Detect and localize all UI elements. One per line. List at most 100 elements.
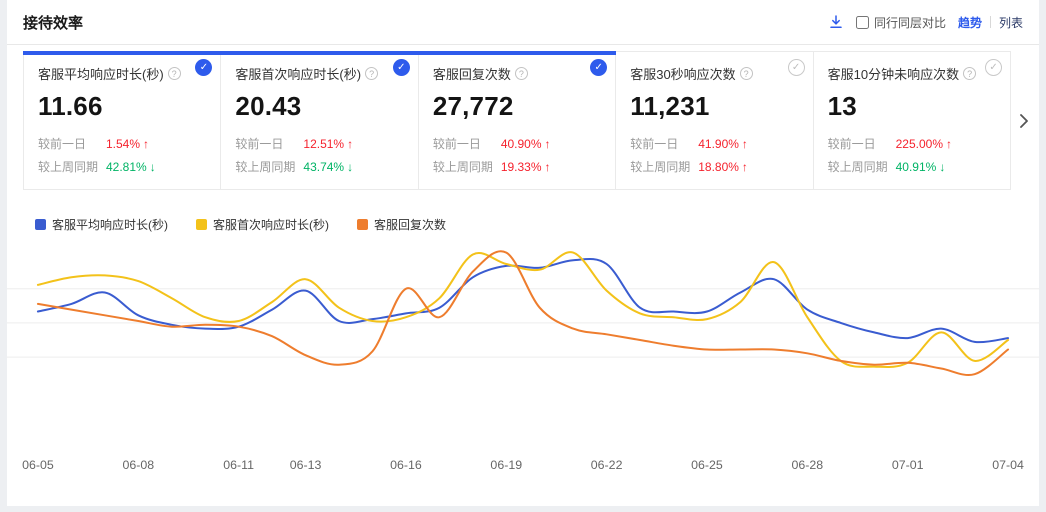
metric-card[interactable]: ✓ 客服首次响应时长(秒) ? 20.43 较前一日 12.51% ↑ 较上周同… bbox=[220, 51, 419, 189]
x-axis-tick: 06-28 bbox=[792, 458, 824, 472]
compare-value: 42.81% bbox=[106, 159, 147, 174]
x-axis-tick: 07-01 bbox=[892, 458, 924, 472]
chevron-right-icon bbox=[1020, 113, 1028, 128]
compare-label: 较上周同期 bbox=[432, 160, 493, 174]
card-title: 客服10分钟未响应次数 ? bbox=[828, 64, 996, 83]
download-icon bbox=[830, 15, 842, 28]
card-compare-rows: 较前一日 225.00% ↑ 较上周同期 40.91% ↓ bbox=[828, 135, 996, 175]
legend-swatch bbox=[357, 219, 368, 230]
x-axis-tick: 06-25 bbox=[691, 458, 723, 472]
card-compare-rows: 较前一日 12.51% ↑ 较上周同期 43.74% ↓ bbox=[235, 135, 403, 175]
card-title-text: 客服30秒响应次数 bbox=[630, 67, 736, 82]
peer-compare-toggle[interactable]: 同行同层对比 bbox=[855, 14, 946, 31]
card-value: 27,772 bbox=[432, 91, 514, 121]
view-switcher: 趋势 列表 bbox=[958, 14, 1023, 31]
legend-label: 客服首次响应时长(秒) bbox=[213, 218, 329, 232]
peer-compare-label: 同行同层对比 bbox=[873, 15, 946, 30]
card-check-icon[interactable]: ✓ bbox=[590, 59, 608, 76]
legend-swatch bbox=[35, 219, 46, 230]
card-value: 11.66 bbox=[38, 91, 103, 121]
x-axis-tick: 06-22 bbox=[591, 458, 623, 472]
trend-arrow-icon: ↑ bbox=[741, 136, 748, 151]
tab-trend[interactable]: 趋势 bbox=[957, 15, 982, 30]
card-check-icon[interactable]: ✓ bbox=[985, 59, 1003, 76]
compare-row: 较前一日 40.90% ↑ bbox=[433, 135, 601, 152]
metric-card[interactable]: ✓ 客服10分钟未响应次数 ? 13 较前一日 225.00% ↑ 较上周同期 … bbox=[813, 52, 1011, 189]
card-title-text: 客服平均响应时长(秒) bbox=[38, 67, 164, 82]
compare-value: 43.74% bbox=[303, 159, 345, 174]
compare-label: 较前一日 bbox=[827, 137, 876, 151]
compare-value: 225.00% bbox=[895, 136, 943, 151]
compare-row: 较上周同期 43.74% ↓ bbox=[235, 158, 403, 175]
download-button[interactable] bbox=[828, 14, 844, 30]
cards-next-button[interactable] bbox=[1011, 51, 1037, 190]
info-icon[interactable]: ? bbox=[739, 67, 753, 80]
trend-arrow-icon: ↑ bbox=[544, 159, 551, 174]
compare-label: 较上周同期 bbox=[630, 160, 691, 174]
legend-item[interactable]: 客服平均响应时长(秒) bbox=[35, 216, 168, 233]
metric-cards-row: ✓ 客服平均响应时长(秒) ? 11.66 较前一日 1.54% ↑ 较上周同期… bbox=[23, 51, 1037, 190]
x-axis-tick: 06-16 bbox=[390, 458, 422, 472]
compare-row: 较上周同期 42.81% ↓ bbox=[38, 158, 206, 175]
compare-label: 较上周同期 bbox=[235, 160, 296, 174]
card-check-icon[interactable]: ✓ bbox=[787, 59, 805, 76]
info-icon[interactable]: ? bbox=[167, 67, 181, 80]
trend-arrow-icon: ↓ bbox=[347, 159, 354, 174]
metric-card[interactable]: ✓ 客服回复次数 ? 27,772 较前一日 40.90% ↑ 较上周同期 19… bbox=[417, 51, 617, 189]
trend-chart: 06-05 06-08 06-11 06-13 06-16 06-19 06-22 06-25… bbox=[7, 237, 1039, 489]
page-title: 接待效率 bbox=[23, 14, 84, 32]
reception-efficiency-panel: 接待效率 同行同层对比 趋势 列表 ✓ 客服平均响应时长(秒) bbox=[7, 0, 1039, 506]
compare-row: 较前一日 1.54% ↑ bbox=[38, 135, 206, 152]
peer-compare-checkbox[interactable] bbox=[855, 15, 869, 29]
card-check-icon[interactable]: ✓ bbox=[195, 59, 213, 76]
metric-card[interactable]: ✓ 客服30秒响应次数 ? 11,231 较前一日 41.90% ↑ 较上周同期… bbox=[616, 52, 814, 189]
info-icon[interactable]: ? bbox=[514, 67, 528, 80]
compare-row: 较前一日 225.00% ↑ bbox=[828, 135, 996, 152]
x-axis-tick: 06-11 bbox=[223, 458, 254, 472]
legend-item[interactable]: 客服首次响应时长(秒) bbox=[196, 216, 329, 233]
compare-row: 较上周同期 40.91% ↓ bbox=[828, 158, 996, 175]
trend-arrow-icon: ↑ bbox=[946, 136, 952, 151]
compare-label: 较前一日 bbox=[38, 137, 87, 151]
tab-list[interactable]: 列表 bbox=[998, 15, 1023, 30]
trend-arrow-icon: ↑ bbox=[143, 136, 150, 151]
series-line bbox=[36, 251, 1010, 369]
compare-value: 40.90% bbox=[500, 136, 542, 151]
header: 接待效率 同行同层对比 趋势 列表 bbox=[7, 0, 1039, 45]
compare-label: 较上周同期 bbox=[38, 160, 99, 174]
card-title: 客服30秒响应次数 ? bbox=[630, 64, 798, 83]
legend-swatch bbox=[196, 219, 207, 230]
metric-card[interactable]: ✓ 客服平均响应时长(秒) ? 11.66 较前一日 1.54% ↑ 较上周同期… bbox=[23, 51, 222, 189]
chart-canvas[interactable]: 06-05 06-08 06-11 06-13 06-16 06-19 06-22 06-25… bbox=[7, 237, 1039, 489]
compare-row: 较前一日 41.90% ↑ bbox=[630, 135, 798, 152]
trend-arrow-icon: ↑ bbox=[741, 159, 748, 174]
card-title: 客服平均响应时长(秒) ? bbox=[38, 64, 206, 83]
card-active-bar bbox=[23, 51, 222, 55]
info-icon[interactable]: ? bbox=[963, 67, 977, 80]
card-value: 11,231 bbox=[630, 91, 710, 121]
card-check-icon[interactable]: ✓ bbox=[392, 59, 410, 76]
compare-row: 较上周同期 19.33% ↑ bbox=[433, 158, 601, 175]
metric-cards: ✓ 客服平均响应时长(秒) ? 11.66 较前一日 1.54% ↑ 较上周同期… bbox=[23, 51, 1011, 190]
compare-row: 较前一日 12.51% ↑ bbox=[235, 135, 403, 152]
trend-arrow-icon: ↓ bbox=[149, 159, 156, 174]
compare-value: 1.54% bbox=[106, 136, 141, 151]
x-axis-tick: 07-04 bbox=[992, 458, 1024, 472]
info-icon[interactable]: ? bbox=[365, 67, 379, 80]
compare-value: 12.51% bbox=[303, 136, 345, 151]
card-active-bar bbox=[220, 51, 419, 55]
chart-legend: 客服平均响应时长(秒) 客服首次响应时长(秒) 客服回复次数 bbox=[23, 216, 1023, 233]
compare-value: 18.80% bbox=[698, 159, 739, 174]
compare-value: 41.90% bbox=[698, 136, 739, 151]
x-axis-tick: 06-13 bbox=[290, 458, 322, 472]
compare-value: 19.33% bbox=[500, 159, 542, 174]
legend-item[interactable]: 客服回复次数 bbox=[357, 216, 446, 233]
compare-label: 较上周同期 bbox=[827, 160, 888, 174]
trend-arrow-icon: ↓ bbox=[939, 159, 946, 174]
card-title: 客服回复次数 ? bbox=[433, 64, 601, 83]
compare-value: 40.91% bbox=[895, 159, 937, 174]
trend-arrow-icon: ↑ bbox=[347, 136, 354, 151]
series-line bbox=[36, 250, 1010, 376]
compare-row: 较上周同期 18.80% ↑ bbox=[630, 158, 798, 175]
card-title-text: 客服回复次数 bbox=[432, 67, 511, 82]
